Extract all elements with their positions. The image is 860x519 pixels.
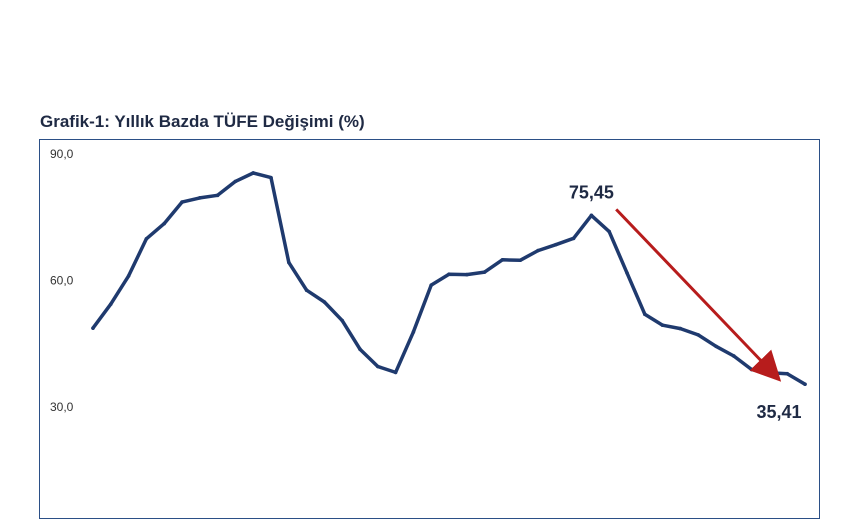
trend-arrow	[615, 208, 782, 382]
data-point	[109, 302, 113, 306]
data-point	[660, 323, 665, 327]
data-label: 35,41	[756, 402, 801, 422]
data-point	[785, 371, 789, 376]
data-point	[91, 326, 95, 330]
data-point	[678, 326, 683, 331]
data-point	[536, 248, 540, 253]
data-point	[643, 312, 647, 317]
data-point	[215, 193, 220, 198]
data-point	[625, 271, 629, 275]
data-point	[162, 221, 166, 226]
data-point	[251, 171, 255, 175]
data-point	[269, 175, 273, 180]
data-point	[429, 283, 434, 287]
data-point	[589, 213, 594, 218]
y-tick-label: 90,0	[50, 147, 74, 161]
data-point	[393, 370, 398, 375]
data-point	[803, 382, 807, 386]
data-point	[304, 288, 309, 292]
data-point	[411, 330, 416, 334]
y-tick-label: 30,0	[50, 400, 74, 414]
data-point	[465, 272, 469, 277]
data-point	[322, 300, 327, 304]
data-point	[714, 344, 718, 349]
data-point	[607, 229, 611, 234]
data-point	[144, 236, 149, 241]
data-point	[126, 274, 131, 278]
data-point	[376, 364, 380, 369]
data-point	[518, 258, 522, 263]
data-point	[732, 354, 736, 358]
data-point	[233, 179, 238, 184]
y-tick-label: 60,0	[50, 274, 74, 288]
data-point	[340, 318, 345, 323]
data-point	[287, 260, 291, 265]
data-point	[554, 242, 558, 247]
data-point	[198, 196, 202, 200]
series-line	[91, 171, 807, 386]
data-label: 75,45	[569, 182, 614, 202]
line-chart: 90,0 60,0 30,0 75,45 35,41	[50, 147, 807, 422]
data-point	[447, 272, 451, 276]
data-point	[696, 333, 700, 337]
data-point	[749, 367, 754, 372]
data-point	[500, 258, 505, 262]
data-point	[180, 200, 184, 204]
chart-title: Grafik-1: Yıllık Bazda TÜFE Değişimi (%)	[40, 112, 365, 131]
data-point	[482, 270, 487, 274]
data-point	[571, 236, 576, 241]
data-point	[358, 347, 362, 352]
